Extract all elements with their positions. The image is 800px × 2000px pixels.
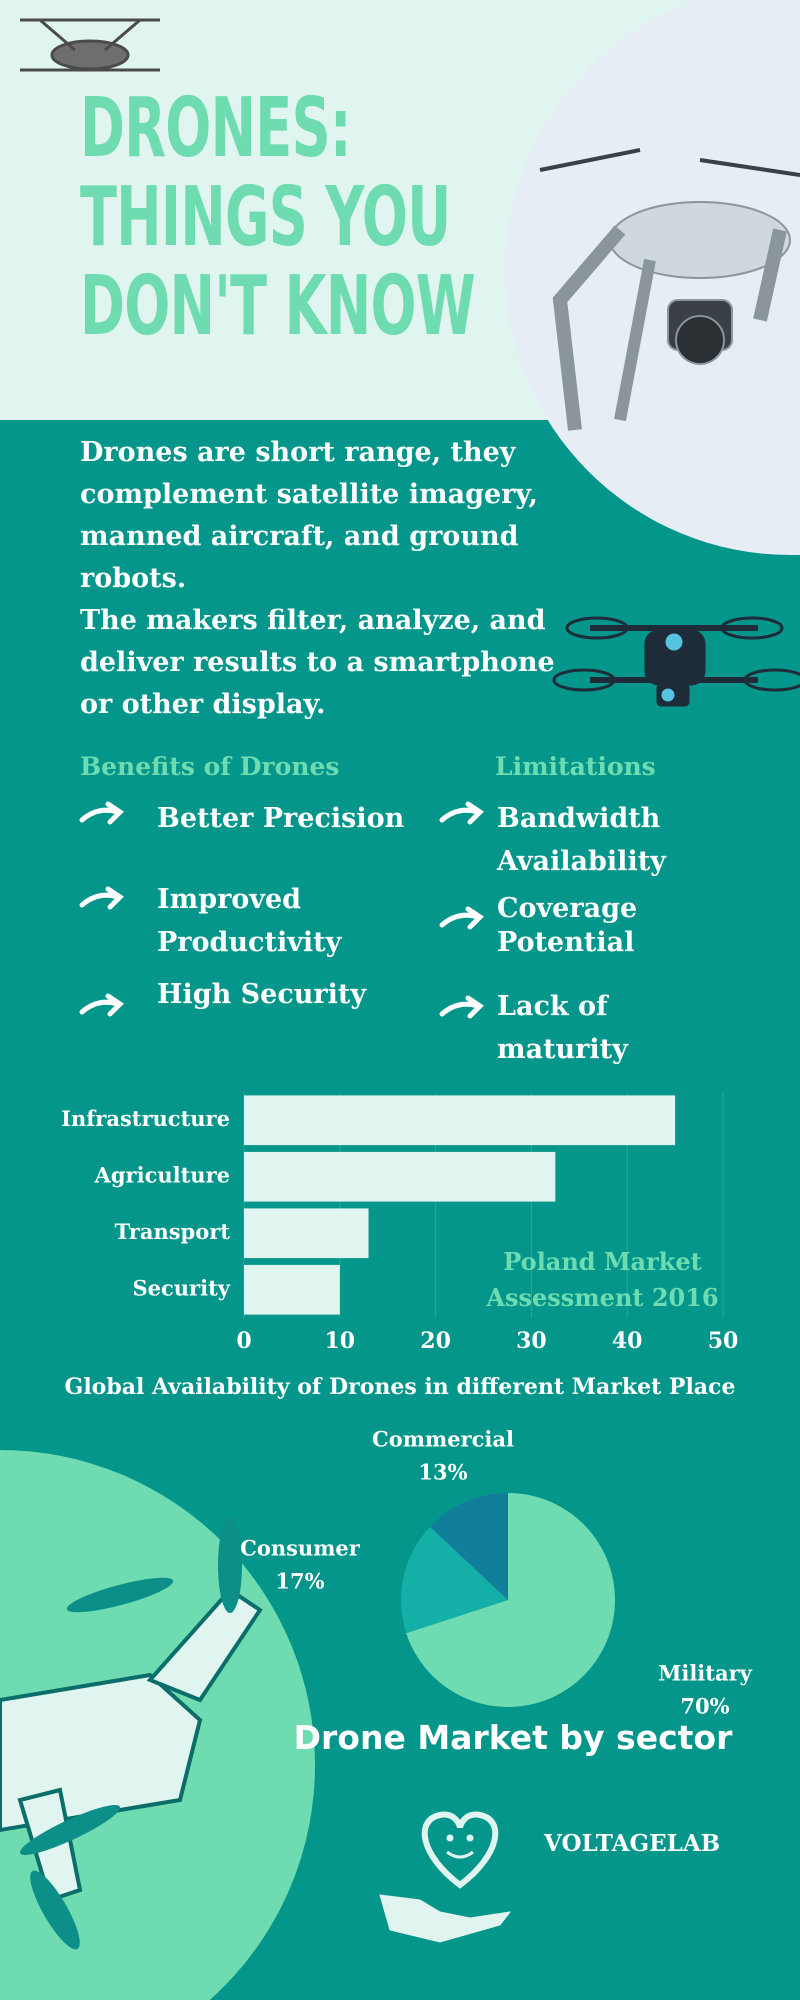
list-item: Bandwidth Availability [497,803,666,877]
bar [244,1095,676,1146]
slice-label: Consumer [240,1536,361,1561]
x-tick-label: 10 [324,1328,355,1354]
arrow-icon [439,801,484,825]
slice-label: Military [658,1661,753,1686]
y-tick-label: Security [132,1275,230,1300]
brand: VOLTAGELAB [544,1830,721,1857]
x-tick-label: 50 [708,1328,739,1354]
y-tick-label: Infrastructure [61,1106,230,1131]
slice-value: 70% [680,1694,729,1719]
title-line: THINGS YOU [80,170,451,265]
arrow-icon [439,995,484,1019]
section-title: Benefits of Drones [80,752,340,781]
bar [244,1264,340,1315]
y-tick-label: Agriculture [94,1162,230,1187]
pie-slice [401,1526,508,1634]
intro-paragraph: The makers filter, analyze, and deliver … [80,605,555,720]
intro-paragraph: Drones are short range, they complement … [80,437,538,594]
arrow-icon [79,801,124,825]
section-title: Limitations [495,752,656,781]
x-tick-label: 20 [420,1328,451,1354]
bar [244,1151,556,1202]
title-line: DRONES: [80,81,352,176]
arrow-icon [79,993,124,1017]
arrow-icon [439,906,484,930]
y-tick-label: Transport [115,1219,231,1244]
x-tick-label: 40 [612,1328,643,1354]
x-tick-label: 30 [516,1328,547,1354]
chart-annotation: Poland Market Assessment 2016 [486,1247,719,1312]
chart-title: Drone Market by sector [293,1718,733,1757]
list-item: Better Precision [157,803,405,834]
list-item: High Security [157,979,367,1010]
list-item: Lack of maturity [497,991,628,1065]
title-line: DON'T KNOW [80,259,476,354]
slice-value: 13% [418,1460,467,1485]
bar [244,1208,369,1259]
x-tick-label: 0 [236,1328,251,1354]
slice-label: Commercial [372,1427,514,1452]
list-item: Coverage Potential [497,893,638,958]
list-item: Improved Productivity [157,884,342,958]
chart-subtitle: Global Availability of Drones in differe… [64,1374,736,1400]
slice-value: 17% [275,1569,324,1594]
pie-slice [430,1493,508,1600]
arrow-icon [79,886,124,910]
pie-slice [406,1493,615,1707]
